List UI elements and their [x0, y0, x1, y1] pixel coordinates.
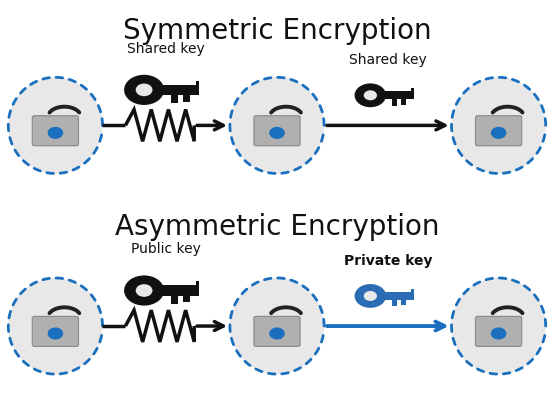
Circle shape: [270, 127, 284, 138]
Circle shape: [355, 84, 386, 107]
Polygon shape: [160, 85, 199, 95]
Circle shape: [124, 275, 164, 306]
Polygon shape: [196, 281, 199, 285]
Circle shape: [136, 284, 152, 297]
Polygon shape: [160, 285, 199, 296]
Ellipse shape: [8, 77, 102, 173]
Circle shape: [364, 90, 377, 100]
Polygon shape: [183, 95, 190, 102]
Polygon shape: [172, 296, 178, 303]
Ellipse shape: [230, 278, 324, 374]
Polygon shape: [401, 99, 407, 105]
FancyBboxPatch shape: [475, 316, 522, 347]
Polygon shape: [383, 292, 413, 300]
FancyBboxPatch shape: [32, 116, 79, 146]
Text: Asymmetric Encryption: Asymmetric Encryption: [115, 213, 439, 241]
Polygon shape: [411, 289, 413, 292]
Ellipse shape: [230, 77, 324, 173]
FancyBboxPatch shape: [254, 316, 300, 347]
Text: Private key: Private key: [343, 254, 432, 268]
Ellipse shape: [8, 278, 102, 374]
Polygon shape: [401, 300, 407, 305]
Polygon shape: [392, 300, 397, 306]
Circle shape: [124, 75, 164, 105]
Circle shape: [491, 328, 506, 339]
Polygon shape: [183, 296, 190, 303]
Circle shape: [364, 291, 377, 301]
Text: Shared key: Shared key: [349, 53, 427, 67]
Polygon shape: [392, 99, 397, 106]
Text: Public key: Public key: [131, 242, 201, 256]
Text: Symmetric Encryption: Symmetric Encryption: [122, 17, 432, 45]
Circle shape: [355, 284, 386, 308]
FancyBboxPatch shape: [254, 116, 300, 146]
Polygon shape: [411, 88, 413, 91]
Circle shape: [270, 328, 284, 339]
Text: Shared key: Shared key: [127, 42, 205, 56]
Ellipse shape: [452, 278, 546, 374]
Circle shape: [136, 84, 152, 96]
Circle shape: [48, 127, 63, 138]
Polygon shape: [196, 81, 199, 85]
Polygon shape: [383, 91, 413, 99]
Circle shape: [48, 328, 63, 339]
Circle shape: [491, 127, 506, 138]
Ellipse shape: [452, 77, 546, 173]
FancyBboxPatch shape: [475, 116, 522, 146]
Polygon shape: [172, 95, 178, 103]
FancyBboxPatch shape: [32, 316, 79, 347]
